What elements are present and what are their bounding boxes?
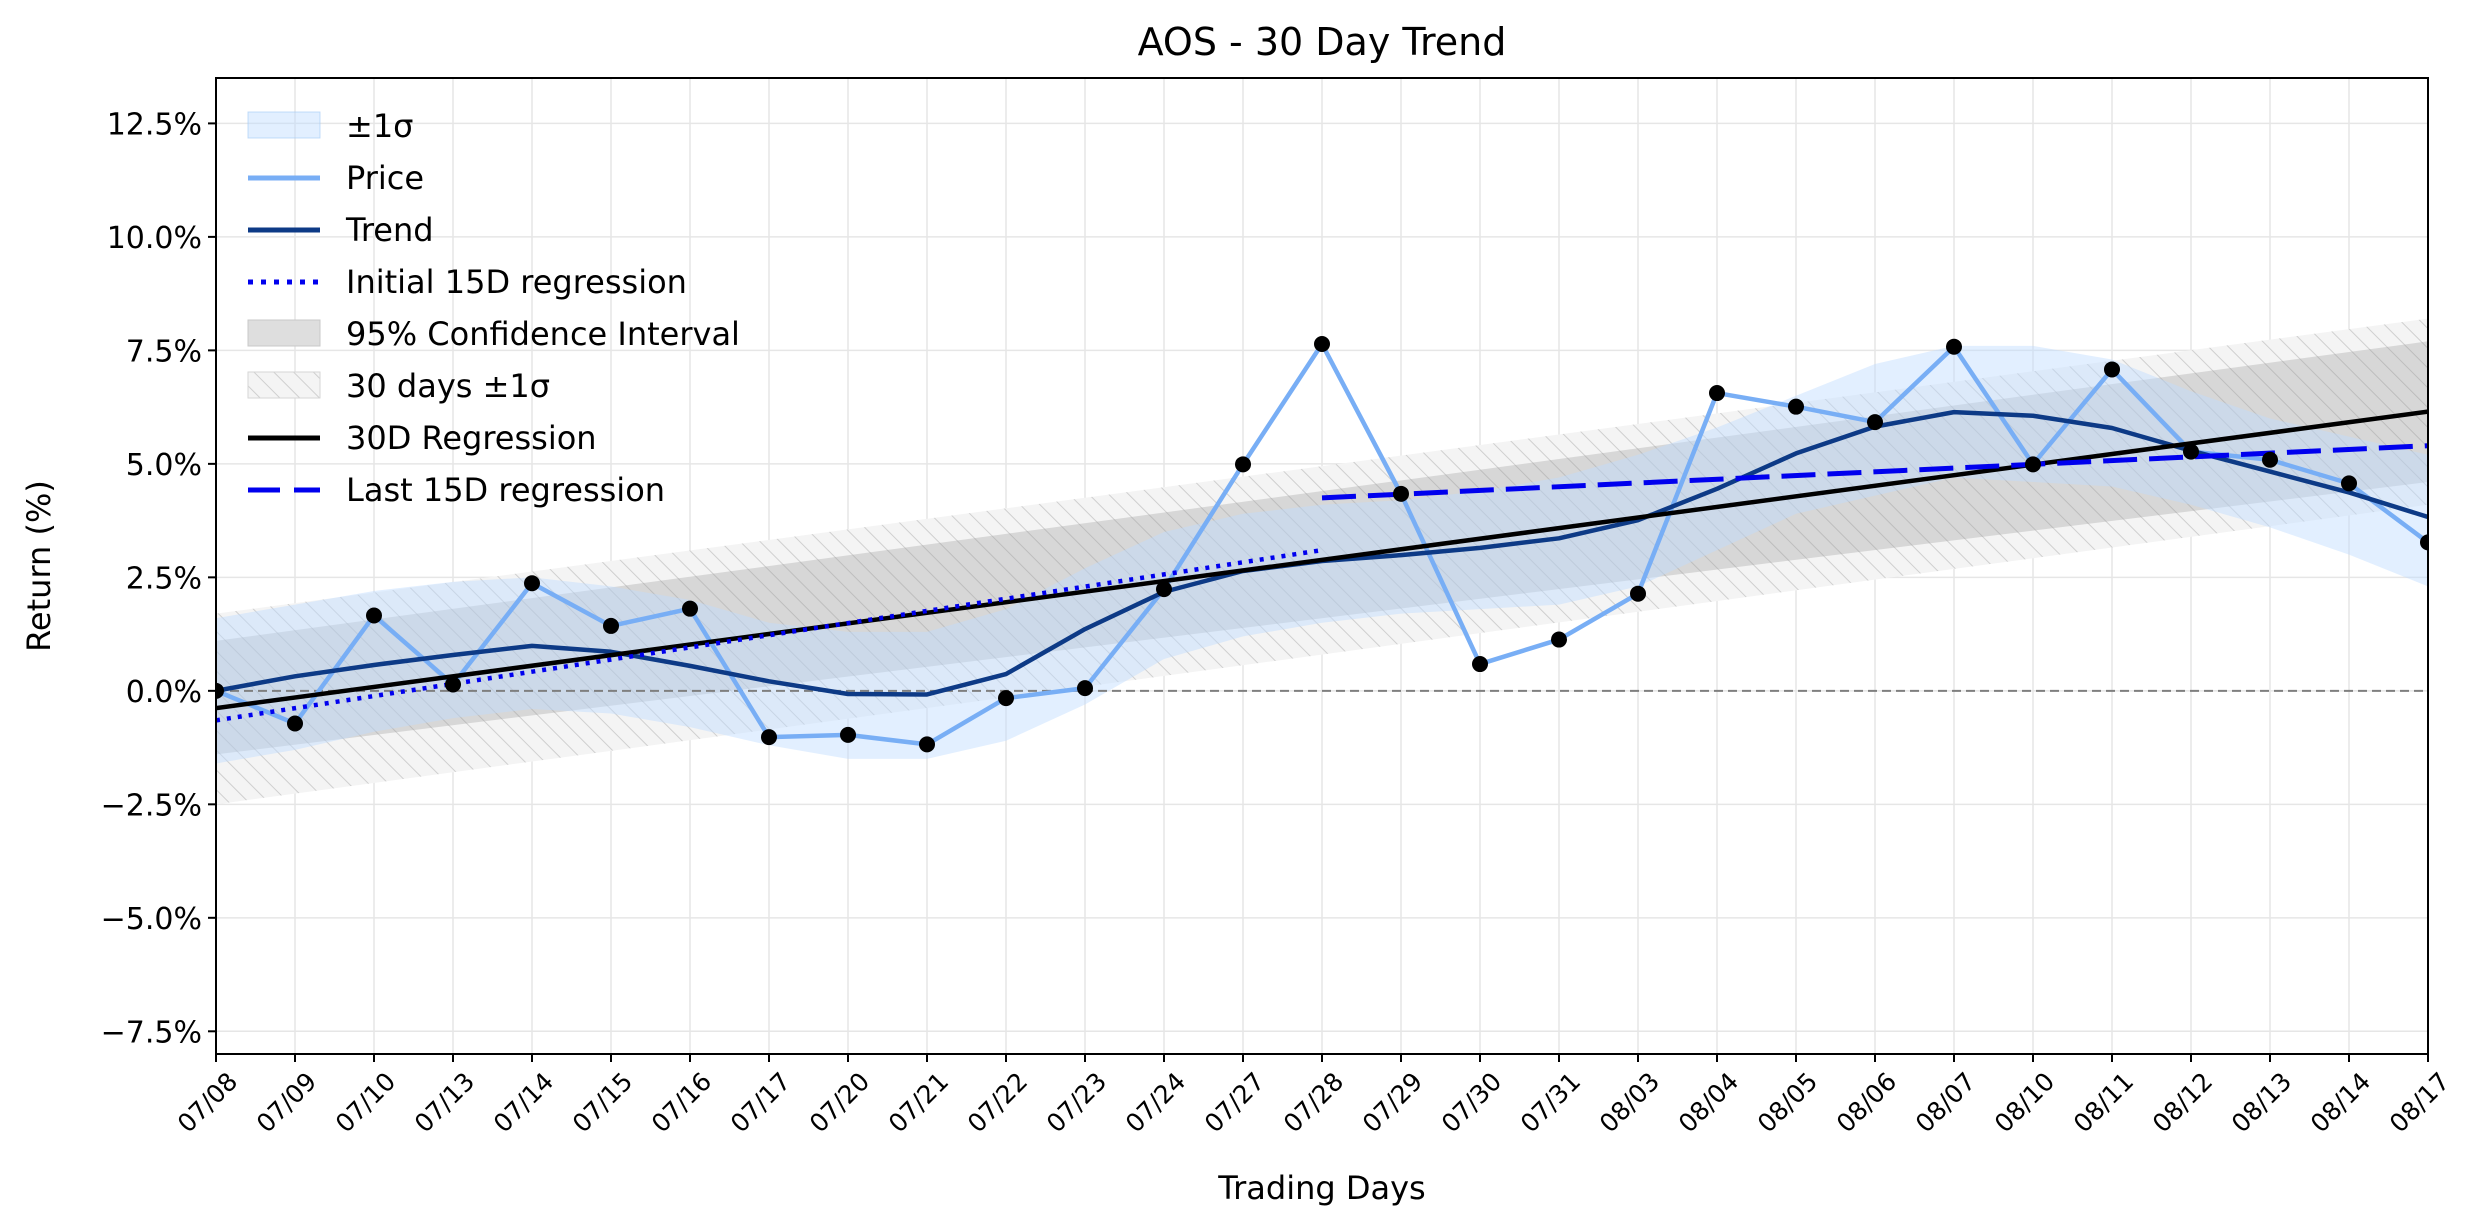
price-point — [998, 690, 1014, 707]
price-point — [919, 736, 935, 753]
price-point — [1788, 398, 1804, 415]
legend-label: Price — [346, 159, 424, 197]
legend-label: Initial 15D regression — [346, 263, 687, 301]
y-tick-label: 2.5% — [126, 561, 202, 596]
legend-swatch-thirty-day-sigma — [247, 371, 321, 399]
price-point — [1709, 385, 1725, 402]
y-tick-label: −2.5% — [101, 788, 202, 823]
price-point — [603, 617, 619, 634]
price-point — [1551, 631, 1567, 648]
legend-swatch-sigma — [247, 111, 321, 139]
price-point — [1867, 414, 1883, 431]
confidence-interval-band — [216, 341, 2428, 755]
price-point — [1077, 680, 1093, 697]
price-point — [2104, 361, 2120, 378]
price-point — [2183, 443, 2199, 460]
price-point — [682, 600, 698, 617]
price-point — [761, 729, 777, 746]
legend-label: Trend — [345, 211, 434, 249]
legend-label: ±1σ — [346, 107, 413, 145]
legend-swatch-confidence — [247, 319, 321, 347]
price-point — [2262, 451, 2278, 468]
y-axis-label: Return (%) — [20, 480, 58, 652]
y-tick-label: 0.0% — [126, 675, 202, 710]
price-point — [1156, 581, 1172, 598]
legend-label: 30 days ±1σ — [346, 367, 550, 405]
price-point — [2420, 534, 2428, 551]
price-point — [524, 575, 540, 592]
price-point — [1946, 338, 1962, 355]
price-point — [1235, 456, 1251, 473]
price-point — [287, 715, 303, 732]
price-point — [2025, 456, 2041, 473]
last-15d-regression-line — [1321, 443, 2428, 501]
x-axis-label: Trading Days — [1217, 1169, 1425, 1207]
legend: ±1σ Price Trend Initial 15D regression 95% C… — [247, 107, 740, 509]
y-tick-label: 10.0% — [107, 221, 202, 256]
legend-label: 95% Confidence Interval — [346, 315, 740, 353]
price-point — [445, 676, 461, 693]
legend-label: 30D Regression — [346, 419, 597, 457]
price-point — [1393, 485, 1409, 502]
price-point — [840, 726, 856, 743]
plot-area — [216, 318, 2428, 805]
y-tick-label: 12.5% — [107, 107, 202, 142]
price-point — [1630, 585, 1646, 602]
y-tick-label: 7.5% — [126, 334, 202, 369]
sigma-band — [216, 345, 2428, 764]
y-tick-label: −5.0% — [101, 902, 202, 937]
price-point — [216, 682, 224, 699]
price-point — [366, 607, 382, 624]
price-point — [1314, 336, 1330, 353]
price-point — [1472, 656, 1488, 673]
legend-label: Last 15D regression — [346, 471, 665, 509]
y-tick-label: 5.0% — [126, 448, 202, 483]
y-tick-label: −7.5% — [101, 1015, 202, 1050]
price-point — [2341, 475, 2357, 492]
chart-title: AOS - 30 Day Trend — [1138, 20, 1507, 64]
